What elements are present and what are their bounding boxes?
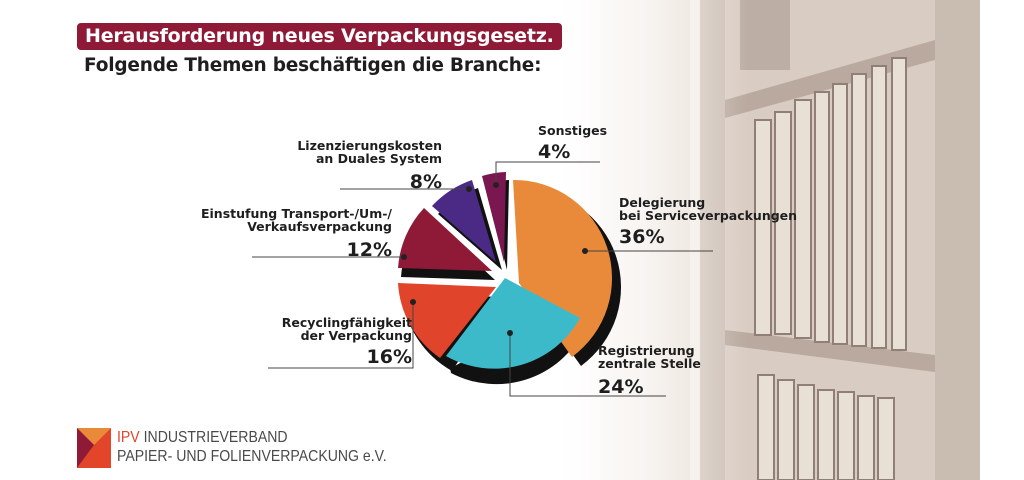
chart-subtitle: Folgende Themen beschäftigen die Branche… [84,55,542,76]
logo-line-1: IPV INDUSTRIEVERBAND [117,429,288,446]
chart-title: Herausforderung neues Verpackungsgesetz. [85,25,554,47]
title-banner: Herausforderung neues Verpackungsgesetz. [77,23,562,50]
background-bookshelf-image [560,0,980,480]
label-lizenzierung: Lizenzierungskosten an Duales System 8% [297,138,442,193]
slice-einstufung [398,208,492,271]
slice-recycling [398,283,496,358]
label-recycling: Recyclingfähigkeit der Verpackung 16% [281,315,412,368]
label-delegierung: Delegierung bei Serviceverpackungen 36% [619,195,798,248]
ipv-logo-icon [77,428,111,468]
logo-line-2: PAPIER- UND FOLIENVERPACKUNG e.V. [117,448,387,465]
label-einstufung: Einstufung Transport-/Um-/ Verkaufsverpa… [200,206,392,261]
leader-dots [401,182,588,336]
label-sonstiges: Sonstiges 4% [538,123,608,163]
logo-text: IPV INDUSTRIEVERBAND PAPIER- UND FOLIENV… [117,428,387,466]
slice-registrierung [446,278,580,369]
slice-sonstiges [482,172,506,262]
slice-lizenzierung [432,180,496,262]
leader-lines [252,161,713,397]
slice-delegierung [513,179,613,357]
label-registrierung: Registrierung zentrale Stelle 24% [598,343,701,398]
